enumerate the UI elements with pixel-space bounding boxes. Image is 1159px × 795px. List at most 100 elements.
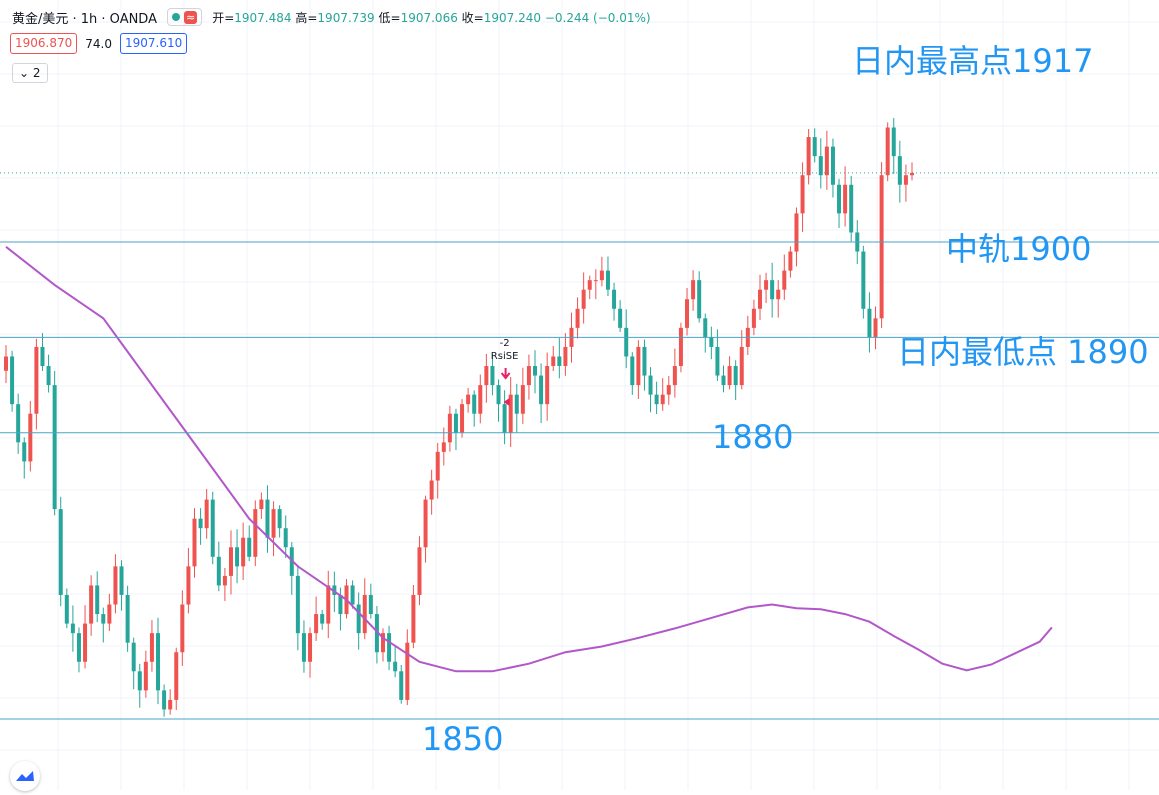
candle-body (235, 547, 240, 567)
close-value: 1907.240 (483, 10, 541, 25)
candle-body (636, 346, 641, 386)
level-label: 1850 (422, 720, 503, 758)
candle-body (599, 270, 604, 281)
ohlc-values: 开=1907.484 高=1907.739 低=1907.066 收=1907.… (212, 10, 651, 25)
candle-body (539, 375, 544, 405)
candle-body (526, 366, 531, 386)
indicator-count: 2 (32, 66, 41, 80)
candle-body (891, 127, 896, 157)
candle-body (356, 604, 361, 634)
level-label: 日内最低点 1890 (897, 333, 1149, 371)
candle-body (4, 356, 8, 371)
candle-body (308, 633, 313, 662)
candle-body (551, 356, 556, 367)
candle-body (587, 280, 592, 290)
level-label: 中轨1900 (946, 230, 1091, 268)
candle-body (295, 575, 300, 634)
candle-body (89, 585, 94, 624)
buy-price-button[interactable]: 1907.610 (119, 33, 188, 54)
candle-body (374, 614, 379, 653)
candle-body (824, 146, 829, 176)
candle-body (70, 623, 75, 634)
indicator-toggle[interactable]: ⌄ 2 (12, 63, 48, 83)
candle-body (143, 661, 148, 691)
candle-body (174, 652, 179, 700)
symbol-title[interactable]: 黄金/美元 · 1h · OANDA (12, 11, 157, 27)
candle-body (910, 172, 914, 176)
candle-body (903, 175, 908, 185)
candle-body (818, 156, 823, 176)
candle-body (812, 137, 817, 157)
candle-body (411, 594, 416, 643)
arrow-left-signal-icon (503, 398, 510, 406)
candle-body (210, 499, 215, 557)
candle-body (666, 385, 671, 395)
candle-body (545, 366, 550, 405)
candle-body (204, 499, 209, 529)
candle-body (423, 499, 428, 548)
chevron-down-icon: ⌄ (19, 66, 30, 80)
candle-body (399, 671, 404, 700)
candle-body (314, 614, 319, 634)
candle-body (58, 509, 63, 595)
candle-body (64, 594, 69, 624)
candle-body (563, 346, 568, 367)
candle-body (612, 289, 617, 309)
candle-body (441, 442, 446, 452)
candle-body (387, 633, 392, 662)
sell-price-button[interactable]: 1906.870 (10, 33, 78, 54)
candle-body (727, 366, 732, 386)
candle-body (301, 633, 306, 662)
ma-line (5, 246, 1053, 673)
candle-body (782, 270, 787, 290)
candle-body (806, 137, 811, 176)
candle-body (648, 375, 653, 395)
candle-body (691, 280, 696, 300)
candle-body (715, 346, 720, 376)
candle-body (180, 604, 185, 653)
status-pill[interactable]: ≈ (166, 8, 203, 26)
candle-body (101, 614, 106, 624)
candle-body (265, 499, 270, 538)
candle-body (830, 146, 835, 185)
candle-body (320, 614, 325, 624)
candle-body (630, 356, 635, 386)
candle-body (156, 633, 161, 691)
candle-body (417, 547, 422, 595)
candle-body (113, 566, 118, 605)
candle-body (247, 537, 252, 557)
candle-body (76, 633, 81, 662)
candle-body (654, 394, 659, 405)
candle-body (557, 356, 562, 367)
candle-body (380, 633, 385, 653)
candle-body (198, 518, 203, 529)
candle-body (460, 404, 465, 433)
candle-body (435, 451, 440, 481)
candle-body (362, 594, 367, 634)
candle-body (514, 394, 519, 414)
candle-body (125, 594, 130, 643)
candle-body (222, 575, 227, 586)
level-label: 日内最高点1917 (852, 42, 1093, 80)
candle-body (52, 385, 57, 510)
candle-body (253, 509, 258, 557)
candle-body (533, 366, 538, 376)
candle-body (137, 671, 142, 691)
candle-body (843, 184, 848, 214)
candle-body (581, 289, 586, 309)
candle-body (624, 327, 629, 357)
candle-body (770, 280, 775, 300)
level-label: 1880 (712, 418, 793, 456)
signal-value: -2 (500, 338, 510, 349)
candle-body (453, 413, 458, 433)
candle-body (393, 661, 398, 672)
candle-body (879, 175, 884, 319)
candle-body (131, 642, 136, 672)
candle-body (16, 404, 21, 443)
tradingview-logo-icon[interactable] (10, 761, 40, 791)
candle-body (508, 394, 513, 433)
candle-body (10, 356, 15, 405)
candle-body (685, 299, 690, 328)
candle-body (672, 366, 677, 386)
